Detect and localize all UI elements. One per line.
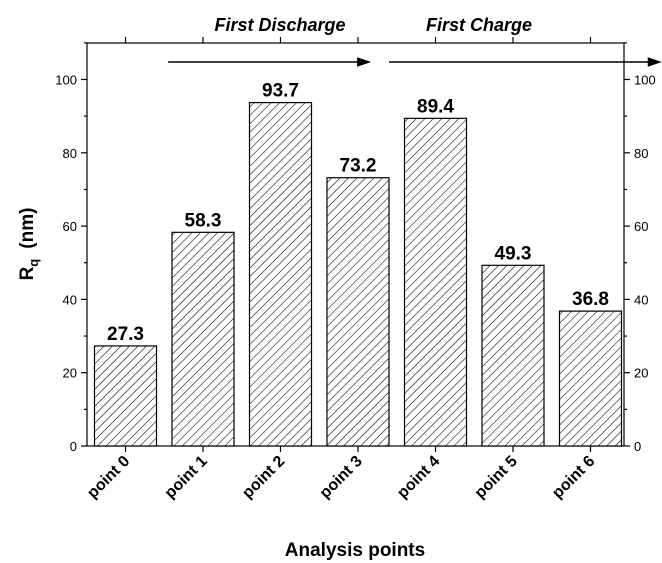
annotation-first-charge: First Charge bbox=[426, 15, 532, 35]
bar-2 bbox=[248, 101, 313, 447]
y-tick-label-left-2: 40 bbox=[63, 292, 77, 307]
y-tick-label-left-3: 60 bbox=[63, 219, 77, 234]
x-tick-label-5: point 5 bbox=[472, 453, 521, 502]
x-axis-title: Analysis points bbox=[285, 540, 425, 561]
value-label-4: 89.4 bbox=[417, 96, 454, 117]
bars bbox=[93, 101, 623, 447]
axis-ticks bbox=[81, 37, 630, 452]
bar-4 bbox=[403, 117, 468, 447]
annotation-arrows bbox=[168, 57, 662, 67]
y-axis-title-unit: (nm) bbox=[17, 208, 38, 249]
x-tick-label-4: point 4 bbox=[394, 453, 443, 502]
y-tick-label-right-3: 60 bbox=[634, 219, 648, 234]
y-tick-label-right-0: 0 bbox=[634, 439, 641, 454]
bar-3 bbox=[326, 177, 390, 447]
x-tick-label-3: point 3 bbox=[317, 453, 366, 502]
annotation-arrow-head-1 bbox=[647, 57, 662, 67]
y-tick-label-right-5: 100 bbox=[634, 73, 656, 88]
bar-1 bbox=[171, 231, 235, 447]
bar-0 bbox=[93, 345, 158, 447]
value-label-6: 36.8 bbox=[572, 289, 609, 310]
y-tick-label-right-4: 80 bbox=[634, 146, 648, 161]
y-axis-title: Rq (nm) bbox=[17, 208, 41, 281]
value-label-3: 73.2 bbox=[340, 156, 377, 177]
bar-6 bbox=[558, 310, 623, 447]
y-tick-label-left-1: 20 bbox=[63, 366, 77, 381]
annotation-arrow-head-0 bbox=[357, 57, 372, 67]
y-tick-label-right-1: 20 bbox=[634, 366, 648, 381]
bar-5 bbox=[481, 264, 545, 447]
value-label-5: 49.3 bbox=[495, 243, 532, 264]
value-label-2: 93.7 bbox=[262, 81, 299, 102]
y-tick-label-right-2: 40 bbox=[634, 292, 648, 307]
y-axis-title-sub: q bbox=[26, 259, 41, 267]
y-tick-label-left-0: 0 bbox=[70, 439, 77, 454]
x-tick-label-1: point 1 bbox=[162, 453, 211, 502]
x-tick-labels: point 0 point 1 point 2 point 3 point 4 point… bbox=[84, 453, 598, 502]
annotation-first-discharge: First Discharge bbox=[214, 15, 345, 35]
x-tick-label-0: point 0 bbox=[84, 453, 133, 502]
y-tick-label-left-5: 100 bbox=[55, 73, 77, 88]
y-axis-title-main: R bbox=[17, 266, 38, 280]
y-tick-label-left-4: 80 bbox=[63, 146, 77, 161]
x-tick-label-2: point 2 bbox=[239, 453, 288, 502]
value-labels: 27.3 58.3 93.7 73.2 89.4 49.3 36.8 bbox=[107, 81, 609, 345]
y-tick-labels: 0 0 20 20 40 40 60 60 80 80 100 100 bbox=[55, 73, 655, 455]
value-label-1: 58.3 bbox=[185, 210, 222, 231]
value-label-0: 27.3 bbox=[107, 324, 144, 345]
x-tick-label-6: point 6 bbox=[549, 453, 598, 502]
